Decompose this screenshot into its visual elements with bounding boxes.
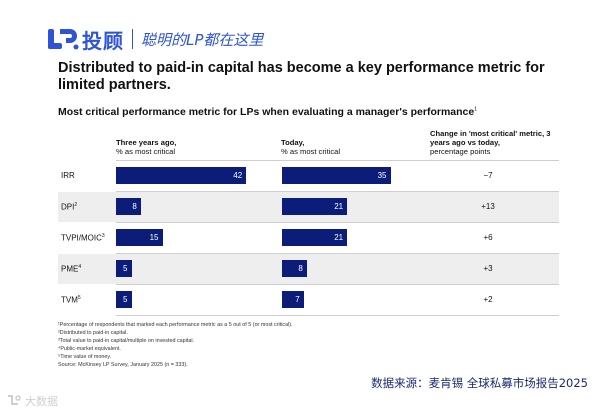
bar-today <box>282 167 391 184</box>
bar-today <box>282 229 348 246</box>
brand-slogan: 聪明的LP都在这里 <box>141 30 264 49</box>
watermark: 大数据 <box>6 393 58 409</box>
bar-today <box>282 291 304 308</box>
metric-row: IRR 42 35 −7 <box>58 161 559 191</box>
bar-value-label: 35 <box>377 171 387 180</box>
bar-value-label: 15 <box>149 233 159 242</box>
metric-name: TVPI/MOIC <box>61 233 102 243</box>
column-header-change-sub: percentage points <box>430 147 491 156</box>
bar-three-years-ago <box>116 198 141 215</box>
bar-value-label: 21 <box>334 202 344 211</box>
column-header-today: Today, % as most critical <box>281 138 340 156</box>
metric-label: DPI2 <box>61 202 77 212</box>
footnote: ⁵Time value of money. <box>58 353 112 360</box>
watermark-logo-icon <box>8 395 21 405</box>
bar-today <box>282 198 348 215</box>
bar-three-years-ago <box>116 260 132 277</box>
bar-three-years-ago <box>116 229 163 246</box>
metric-name: IRR <box>61 171 75 180</box>
change-value: +6 <box>483 233 493 242</box>
footnote: ²Distributed to paid-in capital. <box>58 329 128 336</box>
bar-today <box>282 260 307 277</box>
footnotes: ¹Percentage of respondents that marked e… <box>58 322 293 369</box>
bar-value-label: 5 <box>123 295 128 304</box>
column-header-three-years-ago-sub: % as most critical <box>116 147 176 156</box>
column-header-today-title: Today, <box>281 138 305 147</box>
brand-divider <box>132 29 133 49</box>
chart-subtitle-note: 1 <box>474 106 477 113</box>
metric-label: TVPI/MOIC3 <box>61 233 105 243</box>
chart-title: Distributed to paid-in capital has becom… <box>58 60 545 93</box>
chart-subtitle: Most critical performance metric for LPs… <box>58 106 477 118</box>
lp-logo-icon <box>48 29 79 50</box>
watermark-text: 大数据 <box>25 395 58 408</box>
metric-row: DPI2 8 21 +13 <box>58 192 559 222</box>
column-header-change: Change in 'most critical' metric, 3 year… <box>430 129 560 156</box>
bar-value-label: 8 <box>132 202 137 211</box>
metric-row: TVPI/MOIC3 15 21 +6 <box>58 223 559 253</box>
row-divider <box>116 315 559 316</box>
bar-value-label: 5 <box>123 264 128 273</box>
metric-name: PME <box>61 264 79 274</box>
row-divider <box>116 253 559 254</box>
footnote: ⁴Public-market equivalent. <box>58 345 121 352</box>
metric-name: DPI <box>61 202 75 212</box>
change-value: +2 <box>483 295 493 304</box>
metric-footnote-ref: 3 <box>101 233 105 239</box>
change-value: +3 <box>483 264 493 273</box>
row-divider <box>116 160 559 161</box>
bar-value-label: 21 <box>334 233 344 242</box>
column-header-today-sub: % as most critical <box>281 147 341 156</box>
footnote: ¹Percentage of respondents that marked e… <box>58 322 293 328</box>
source-caption-cn: 数据来源：麦肯锡 全球私募市场报告2025 <box>371 376 588 390</box>
column-header-change-title: Change in 'most critical' metric, 3 year… <box>430 129 551 147</box>
bar-value-label: 7 <box>295 295 300 304</box>
change-value: −7 <box>483 171 493 180</box>
metric-footnote-ref: 5 <box>77 295 81 301</box>
metric-row: PME4 5 8 +3 <box>58 254 559 284</box>
column-header-three-years-ago-title: Three years ago, <box>116 138 177 147</box>
row-divider <box>116 284 559 285</box>
row-divider <box>116 222 559 223</box>
bar-three-years-ago <box>116 291 132 308</box>
metric-label: TVM5 <box>61 295 81 305</box>
change-value: +13 <box>481 202 495 211</box>
brand-logo: 投顾 聪明的LP都在这里 <box>46 24 263 54</box>
footnote: ³Total value to paid-in capital/multiple… <box>58 337 195 344</box>
metric-row: TVM5 5 7 +2 <box>58 285 559 315</box>
bar-value-label: 42 <box>233 171 243 180</box>
bar-value-label: 8 <box>298 264 303 273</box>
metric-label: IRR <box>61 171 75 180</box>
metric-footnote-ref: 2 <box>74 202 78 208</box>
row-divider <box>116 191 559 192</box>
brand-name: 投顾 <box>82 28 124 53</box>
chart-subtitle-text: Most critical performance metric for LPs… <box>58 106 475 118</box>
metric-footnote-ref: 4 <box>78 264 82 270</box>
metric-label: PME4 <box>61 264 81 274</box>
bar-three-years-ago <box>116 167 247 184</box>
footnote: Source: McKinsey LP Survey, January 2025… <box>58 361 188 368</box>
column-header-three-years-ago: Three years ago, % as most critical <box>116 138 176 156</box>
metric-name: TVM <box>61 295 78 305</box>
